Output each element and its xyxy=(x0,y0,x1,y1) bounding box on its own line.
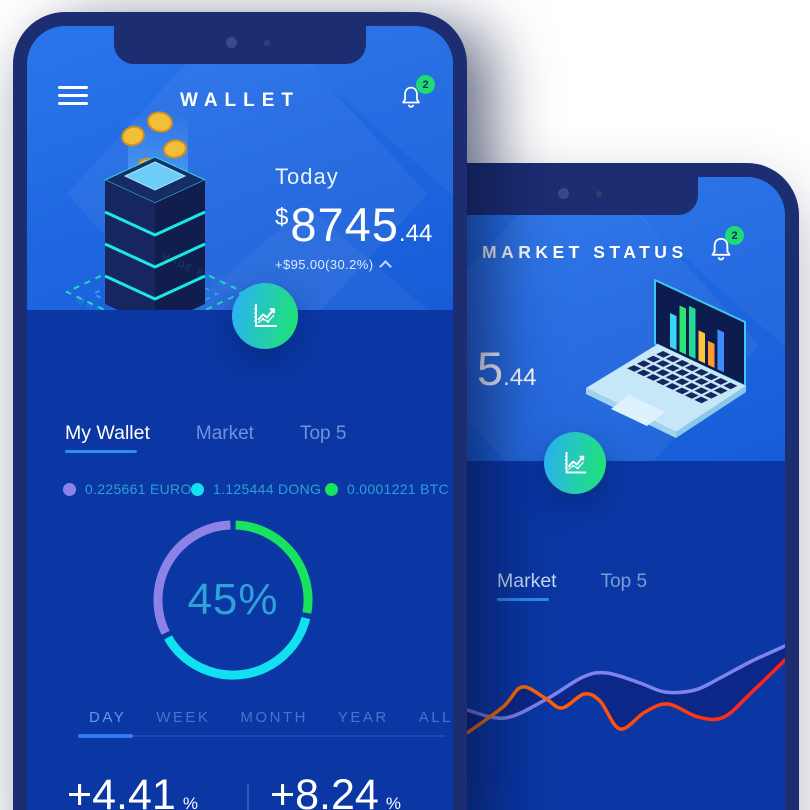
hamburger-menu-icon[interactable] xyxy=(58,86,88,110)
line-chart-icon xyxy=(254,304,277,327)
page-title: WALLET xyxy=(179,90,301,111)
donut-center-label: 45% xyxy=(187,575,279,624)
tab-my-wallet[interactable]: My Wallet xyxy=(65,422,150,444)
legend-item-euro: 0.225661 EURO xyxy=(63,481,192,497)
legend-item-dong: 1.125444 DONG xyxy=(191,481,321,497)
euro-dot-icon xyxy=(63,482,76,496)
phone-notch xyxy=(446,177,698,215)
notification-badge: 2 xyxy=(416,75,435,94)
stats-divider xyxy=(247,784,249,810)
stat-change-1: +4.41% xyxy=(40,771,225,810)
legend-item-btc: 0.0001221 BTC xyxy=(325,481,449,497)
change-text: +$95.00(30.2%) xyxy=(275,257,374,272)
chart-fab-button[interactable] xyxy=(232,283,298,349)
period-month[interactable]: MONTH xyxy=(240,709,308,726)
portfolio-donut-chart: 45% xyxy=(147,514,319,686)
right-phone: MARKET STATUS 2 xyxy=(345,163,799,810)
balance-amount: $8745.44 xyxy=(275,197,432,252)
left-phone: WALLET 2 M xyxy=(13,12,467,810)
legend-label: 0.225661 EURO xyxy=(85,481,192,497)
legend-label: 0.0001221 BTC xyxy=(347,481,449,497)
donut-segment-btc xyxy=(235,520,313,614)
stat-unit: % xyxy=(385,794,401,810)
balance-block: Today $8745.44 +$95.00(30.2%) xyxy=(275,164,432,273)
period-tab-bar: DAY WEEK MONTH YEAR ALL xyxy=(89,709,453,726)
wallet-tab-bar: My Wallet Market Top 5 xyxy=(65,422,346,445)
market-line-chart xyxy=(465,644,785,735)
period-day[interactable]: DAY xyxy=(89,709,127,726)
donut-segment-dong xyxy=(164,616,311,680)
active-period-underline xyxy=(78,734,133,738)
wallet-header: WALLET 2 M xyxy=(27,26,453,310)
balance-amount-partial: 5.44 xyxy=(477,341,537,396)
amount-fraction: .44 xyxy=(503,364,537,391)
notification-badge: 2 xyxy=(725,226,744,245)
period-track-line xyxy=(78,735,445,737)
sensor-icon xyxy=(596,191,602,197)
caret-up-icon xyxy=(379,259,393,273)
amount-main: 5 xyxy=(477,342,504,395)
laptop-bar-chart xyxy=(670,305,724,373)
tab-market[interactable]: Market xyxy=(195,423,254,444)
page-title: MARKET STATUS xyxy=(482,242,688,262)
active-tab-underline xyxy=(65,450,137,453)
donut-segment-euro xyxy=(153,520,231,635)
active-tab-underline xyxy=(497,598,549,601)
balance-period-label: Today xyxy=(275,164,339,189)
currency-symbol: $ xyxy=(275,204,289,231)
laptop-keyboard xyxy=(627,351,738,404)
period-year[interactable]: YEAR xyxy=(337,709,389,726)
stat-value: +4.41 xyxy=(67,771,176,810)
stat-change-2: +8.24% xyxy=(243,771,428,810)
amount-fraction: .44 xyxy=(398,220,433,247)
stat-unit: % xyxy=(182,794,198,810)
stat-value: +8.24 xyxy=(270,771,379,810)
tab-market[interactable]: Market xyxy=(497,570,557,592)
notification-bell-icon[interactable]: 2 xyxy=(706,226,744,268)
btc-dot-icon xyxy=(325,482,338,496)
period-all[interactable]: ALL xyxy=(418,709,453,726)
laptop-illustration xyxy=(586,279,746,438)
dong-dot-icon xyxy=(191,482,204,496)
market-tab-bar: Market Top 5 xyxy=(497,570,647,593)
line-chart-icon xyxy=(564,451,587,474)
amount-main: 8745 xyxy=(290,198,399,251)
tab-top5[interactable]: Top 5 xyxy=(600,571,648,592)
phone-notch xyxy=(114,26,366,64)
chart-fab-button[interactable] xyxy=(544,432,606,494)
period-week[interactable]: WEEK xyxy=(156,709,211,726)
camera-icon xyxy=(226,37,237,48)
notification-bell-icon[interactable]: 2 xyxy=(397,75,435,117)
tab-top5[interactable]: Top 5 xyxy=(299,423,347,444)
balance-change[interactable]: +$95.00(30.2%) xyxy=(275,257,432,273)
camera-icon xyxy=(558,188,569,199)
sensor-icon xyxy=(264,40,270,46)
left-phone-screen: WALLET 2 M xyxy=(27,26,453,810)
vault-coins-illustration: MADE BY SOFTNIO MADE BY SOFTNI xyxy=(64,111,265,310)
legend-label: 1.125444 DONG xyxy=(213,481,322,497)
